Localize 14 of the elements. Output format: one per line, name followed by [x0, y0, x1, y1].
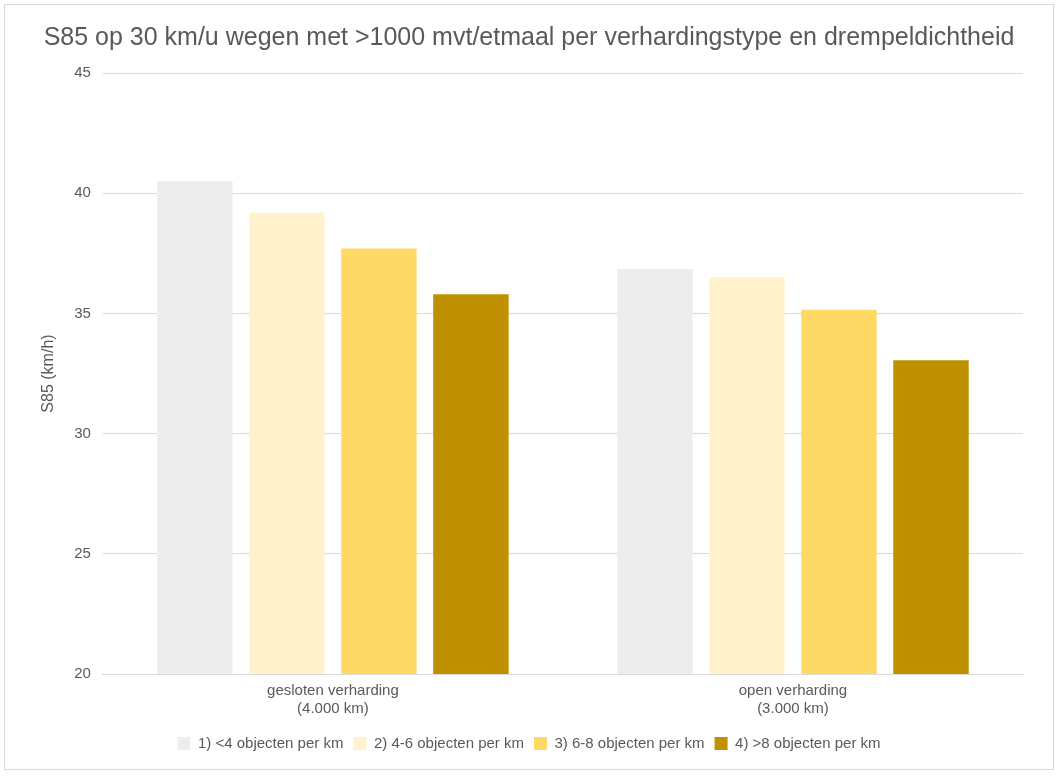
y-tick-label: 20 [74, 664, 91, 682]
legend-label: 1) <4 objecten per km [197, 733, 344, 751]
y-tick-label: 45 [74, 63, 91, 81]
x-tick-label: open verharding (3.000 km) [738, 681, 848, 717]
y-tick-label: 35 [74, 303, 91, 321]
y-tick-label: 40 [74, 183, 91, 201]
y-tick-label: 30 [74, 423, 91, 441]
chart-title: S85 op 30 km/u wegen met >1000 mvt/etmaal per verhardingstype en drempeldichtheid [43, 21, 1015, 50]
legend-label: 3) 6-8 objecten per km [554, 733, 705, 751]
legend-label: 2) 4-6 objecten per km [373, 733, 524, 751]
x-tick-label: gesloten verharding (4.000 km) [267, 681, 399, 717]
legend-label: 4) >8 objecten per km [735, 733, 881, 751]
y-tick-label: 25 [74, 543, 91, 561]
y-axis-title: S85 (km/h) [39, 334, 57, 413]
